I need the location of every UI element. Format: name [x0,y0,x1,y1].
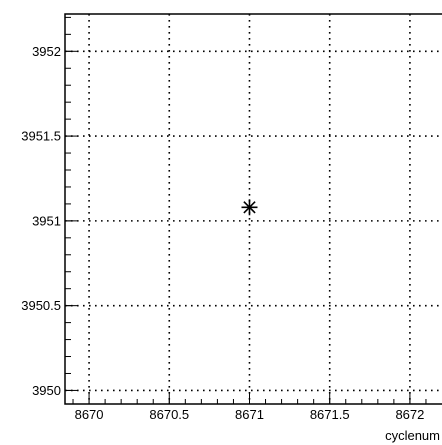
y-tick-label: 3951 [32,213,61,228]
y-tick-label: 3951.5 [21,129,61,144]
y-tick-label: 3950 [32,383,61,398]
y-tick-label: 3950.5 [21,298,61,313]
y-tick-label: 3952 [32,44,61,59]
x-tick-label: 8671 [235,407,264,422]
data-points [241,199,258,216]
grid-lines [65,14,442,404]
x-tick-label: 8671.5 [310,407,350,422]
data-point [241,199,258,216]
plot-frame [64,13,442,405]
x-axis-title: cyclenum [385,428,440,443]
x-tick-label: 8670 [75,407,104,422]
x-tick-label: 8670.5 [149,407,189,422]
x-tick-label: 8672 [395,407,424,422]
x-axis-ticks: 8670 8670.5 8671 8671.5 8672 [72,393,427,422]
y-axis-ticks: 3950 3950.5 3951 3951.5 3952 [21,16,77,398]
